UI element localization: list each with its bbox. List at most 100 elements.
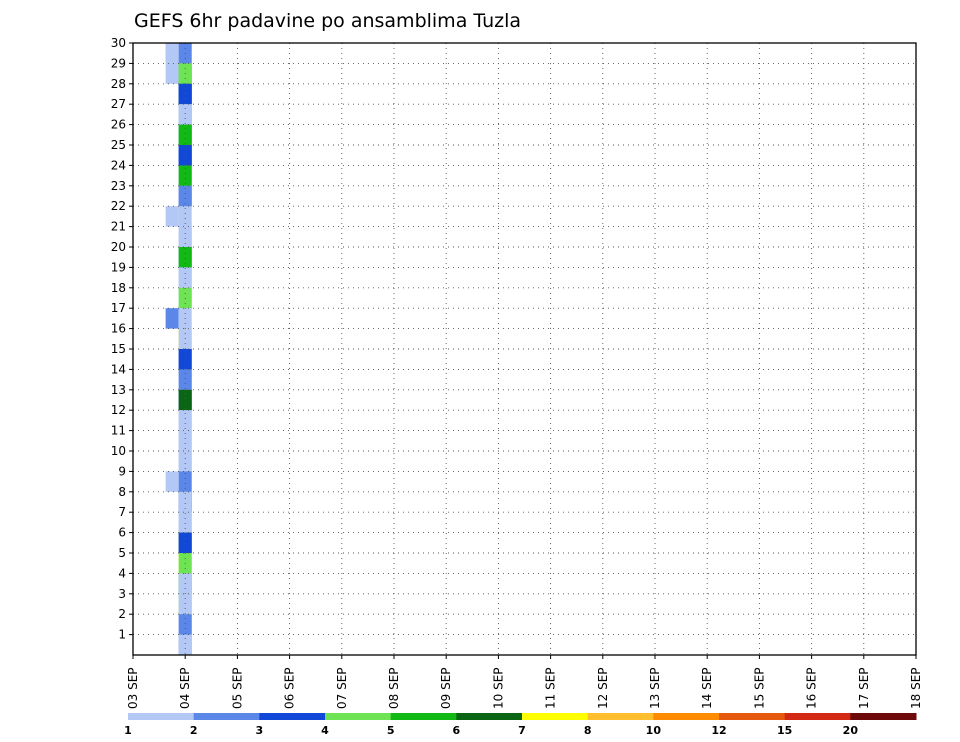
y-tick-label: 3 [118,587,126,601]
heatmap-cell [178,267,192,288]
color-scale-swatch [522,713,589,720]
y-tick-label: 4 [118,566,126,580]
color-scale-swatch [653,713,720,720]
heatmap-cell [178,614,192,635]
y-tick-label: 26 [111,118,126,132]
color-scale-label: 4 [321,724,329,737]
color-scale-label: 7 [518,724,526,737]
y-tick-label: 12 [111,403,126,417]
heatmap-cell [178,226,192,247]
heatmap-cell [178,430,192,451]
x-tick-label: 09 SEP [439,667,453,709]
color-scale-swatch [128,713,195,720]
x-axis-ticks: 03 SEP 04 SEP 05 SEP 06 SEP 07 SEP 08 SEP 09 S… [126,655,923,709]
heatmap-cell [165,206,179,227]
y-axis-ticks: 1234567891011121314151617181920212223242… [111,36,133,642]
grid-lines [133,43,916,655]
heatmap-cell [178,532,192,553]
heatmap-cell [165,308,179,329]
heatmap-cell [178,634,192,655]
x-tick-label: 04 SEP [178,667,192,709]
y-tick-label: 15 [111,342,126,356]
y-tick-label: 20 [111,240,126,254]
heatmap-cell [178,471,192,492]
y-tick-label: 6 [118,526,126,540]
y-tick-label: 16 [111,322,126,336]
y-tick-label: 2 [118,607,126,621]
y-tick-label: 22 [111,199,126,213]
heatmap-cell [178,512,192,533]
color-scale-legend: 1 2 3 4 5 6 7 8 10 12 15 20 [124,713,917,737]
heatmap-cell [178,349,192,370]
heatmap-cell [178,247,192,268]
y-tick-label: 1 [118,628,126,642]
heatmap-cell [178,185,192,207]
x-tick-label: 05 SEP [230,667,244,709]
color-scale-label: 15 [777,724,792,737]
x-tick-label: 14 SEP [700,667,714,709]
x-tick-label: 12 SEP [596,667,610,709]
color-scale-label: 6 [453,724,461,737]
heatmap-cell [178,206,192,227]
x-tick-label: 13 SEP [648,667,662,709]
y-tick-label: 28 [111,77,126,91]
chart-title: GEFS 6hr padavine po ansamblima Tuzla [134,10,521,32]
color-scale-label: 1 [124,724,132,737]
color-scale-label: 5 [387,724,395,737]
color-scale-swatch [587,713,654,720]
y-tick-label: 14 [111,362,126,376]
heatmap-cell [178,410,192,431]
x-tick-label: 10 SEP [491,667,505,709]
color-scale-label: 3 [256,724,264,737]
x-tick-label: 03 SEP [126,667,140,709]
y-tick-label: 21 [111,220,126,234]
y-tick-label: 30 [111,36,126,50]
y-tick-label: 9 [118,464,126,478]
y-tick-label: 7 [118,505,126,519]
color-scale-label: 2 [190,724,198,737]
y-tick-label: 11 [111,424,126,438]
color-scale-swatch [850,713,917,720]
color-scale-label: 12 [711,724,726,737]
y-tick-label: 25 [111,138,126,152]
color-scale-swatch [325,713,392,720]
color-scale-label: 8 [584,724,592,737]
color-scale-swatch [390,713,457,720]
heatmap-cell [178,145,192,166]
y-tick-label: 27 [111,97,126,111]
color-scale-swatch [456,713,523,720]
y-tick-label: 13 [111,383,126,397]
y-tick-label: 5 [118,546,126,560]
x-tick-label: 07 SEP [335,667,349,709]
y-tick-label: 18 [111,281,126,295]
heatmap-cells [165,43,192,655]
heatmap-cell [165,43,179,64]
x-tick-label: 18 SEP [909,667,923,709]
y-tick-label: 29 [111,56,126,70]
y-tick-label: 8 [118,485,126,499]
color-scale-swatch [259,713,326,720]
heatmap-cell [178,389,192,411]
color-scale-label: 10 [646,724,662,737]
heatmap-cell [165,471,179,492]
y-tick-label: 23 [111,179,126,193]
heatmap-cell [178,491,192,513]
x-tick-label: 11 SEP [544,667,558,709]
heatmap-cell [178,451,192,472]
color-scale-label: 20 [843,724,859,737]
heatmap-cell [178,165,192,186]
heatmap-cell [165,63,179,84]
y-tick-label: 19 [111,260,126,274]
heatmap-cell [178,369,192,390]
y-tick-label: 10 [111,444,126,458]
y-tick-label: 24 [111,158,126,172]
color-scale-swatch [193,713,260,720]
y-tick-label: 17 [111,301,126,315]
color-scale-swatch [719,713,786,720]
color-scale-swatch [784,713,851,720]
x-tick-label: 06 SEP [283,667,297,709]
x-tick-label: 17 SEP [857,667,871,709]
heatmap-cell [178,124,192,145]
x-tick-label: 15 SEP [752,667,766,709]
